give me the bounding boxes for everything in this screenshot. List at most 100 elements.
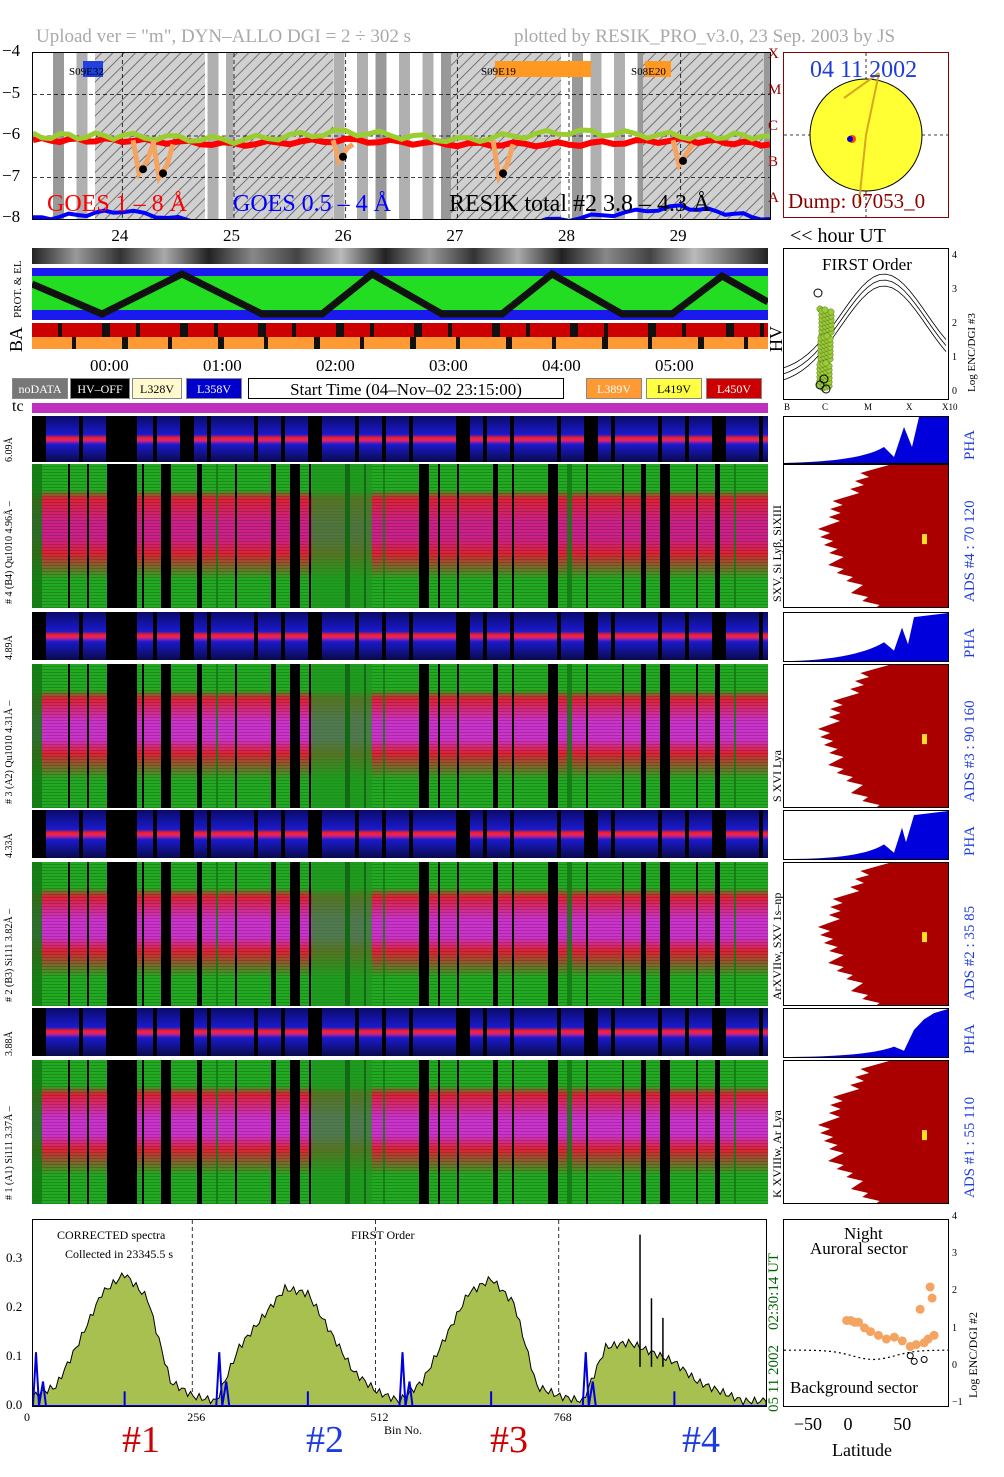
tc-strip xyxy=(32,403,768,413)
first-order-ytick: 4 xyxy=(952,250,957,261)
latitude-ytick: −1 xyxy=(952,1397,963,1408)
spectrum-text1: CORRECTED spectra xyxy=(57,1228,166,1242)
orbit-time-tick: 02:00 xyxy=(316,356,355,375)
channel-label-1: #1 xyxy=(122,1419,160,1461)
latitude-point xyxy=(854,1317,864,1327)
ba-strip-orange xyxy=(32,337,768,349)
region-label: S08E20 xyxy=(631,66,666,78)
orbit-time-tick: 05:00 xyxy=(655,356,694,375)
hour-ut-label: << hour UT xyxy=(790,225,886,247)
pha-label: PHA xyxy=(962,825,978,856)
latitude-xtick: 0 xyxy=(843,1414,853,1434)
region-label: S09E19 xyxy=(481,66,516,78)
orbit-time-tick: 00:00 xyxy=(90,356,129,375)
spectrum-time: 02:30:14 UT xyxy=(766,1252,782,1330)
first-order-ytick: 0 xyxy=(952,386,957,397)
channel-spectrogram xyxy=(32,664,768,808)
spectrum-xtick: 256 xyxy=(187,1410,206,1424)
sun-date: 04 11 2002 xyxy=(810,57,918,83)
ba-label: BA xyxy=(6,326,26,352)
first-order-ytick: 2 xyxy=(952,318,957,329)
latitude-xlabel: Latitude xyxy=(832,1440,892,1460)
night-label: Night xyxy=(844,1224,883,1243)
latitude-panel: Night Auroral sector Background sector xyxy=(783,1219,949,1407)
channel-line-label: K XVIIIw, Ar Lya xyxy=(770,1110,784,1198)
lightcurve-xtick: 25 xyxy=(223,226,240,245)
channel-pha-wavelength: 6.09Å xyxy=(4,437,15,462)
lightcurve-xtick: 26 xyxy=(334,226,352,245)
channel-histogram xyxy=(783,862,949,1007)
channel-pha-wavelength: 4.33Å xyxy=(4,833,15,858)
orbit-track xyxy=(32,268,768,320)
dump-label: Dump: 07053_0 xyxy=(788,189,926,213)
class-label: A xyxy=(768,190,779,206)
legend-nodata: noDATA xyxy=(12,378,68,399)
channel-pha-wavelength: 4.89Å xyxy=(4,635,15,660)
lightcurve-ytick: −7 xyxy=(2,165,21,185)
header-left: Upload ver = "m", DYN–ALLO DGI = 2 ÷ 302… xyxy=(36,26,412,47)
latitude-ytick: 3 xyxy=(952,1248,957,1260)
latitude-point xyxy=(915,1304,925,1314)
lightcurve-xtick: 29 xyxy=(669,226,687,245)
latitude-point xyxy=(911,1340,921,1350)
tc-label: tc xyxy=(12,398,24,415)
lightcurve-series-2 xyxy=(31,127,771,147)
lightcurve-panel: S09E32 S09E19 S08E20 GOES 1 – 8 Å GOES 0.5 –… xyxy=(31,52,775,231)
ads-label: ADS #1 : 55 110 xyxy=(962,1096,978,1198)
channel-pha-wavelength: 3.88Å xyxy=(4,1031,15,1056)
legend-l358: L358V xyxy=(186,378,242,399)
latitude-ytick: 2 xyxy=(952,1285,957,1297)
background-label: Background sector xyxy=(790,1378,918,1397)
legend-l450: L450V xyxy=(706,378,762,399)
legend-l389: L389V xyxy=(586,378,642,399)
header-right: plotted by RESIK_PRO_v3.0, 23 Sep. 2003 … xyxy=(514,26,896,47)
lightcurve-xtick: 24 xyxy=(111,226,129,245)
spectrum-xtick: 768 xyxy=(553,1410,572,1424)
latitude-ytick: 0 xyxy=(952,1359,957,1371)
channel-label-2: #2 xyxy=(306,1419,344,1461)
hv-label: HV xyxy=(766,326,786,352)
lightcurve-xtick: 28 xyxy=(558,226,575,245)
spectrum-order-label: FIRST Order xyxy=(351,1228,415,1242)
spectrum-ytick: 0.0 xyxy=(6,1397,23,1412)
channel-main-label: # 1 (A1) Si111 3.37Å – xyxy=(4,1106,15,1200)
legend-start-time: Start Time (04–Nov–02 23:15:00) xyxy=(248,378,564,399)
pha-label: PHA xyxy=(962,627,978,658)
first-order-xtick: C xyxy=(822,402,829,412)
sun-disk-plot xyxy=(784,53,948,217)
legend-resik: RESIK total #2 3.8 – 4.3 Å xyxy=(449,191,711,217)
latitude-plot xyxy=(784,1282,948,1365)
latitude-point xyxy=(889,1332,899,1342)
class-label: C xyxy=(768,118,779,134)
pha-histogram xyxy=(783,612,949,662)
class-label: B xyxy=(768,154,779,170)
legend-hvoff: HV–OFF xyxy=(70,378,130,399)
spectrum-ytick: 0.1 xyxy=(6,1348,23,1364)
latitude-point xyxy=(925,1282,935,1292)
latitude-point xyxy=(865,1327,875,1337)
first-order-ytick: 3 xyxy=(952,284,957,295)
channel-histogram xyxy=(783,1060,949,1205)
latitude-point xyxy=(927,1293,937,1303)
channel-line-label: SXV, Si Lyβ, SiXIII xyxy=(770,505,784,602)
lightcurve-ytick: −5 xyxy=(2,82,21,102)
sun-panel: 04 11 2002 Dump: 07053_0 xyxy=(783,52,949,218)
first-order-panel: FIRST Order xyxy=(783,248,949,400)
channel-spectrogram xyxy=(32,464,768,608)
spectrum-xlabel: Bin No. xyxy=(384,1423,423,1437)
latitude-point xyxy=(881,1334,891,1344)
channel-line-label: ArXVIIw, SXV 1s–np xyxy=(770,892,784,1000)
prot-el-label: PROT. & EL xyxy=(12,260,24,318)
ads-label: ADS #4 : 70 120 xyxy=(962,500,978,602)
orbit-time-tick: 03:00 xyxy=(429,356,468,375)
channel-histogram xyxy=(783,664,949,809)
lightcurve-ytick: −6 xyxy=(2,124,21,143)
pha-strip xyxy=(32,1008,768,1056)
spectrum-xtick: 0 xyxy=(24,1410,30,1424)
orbit-time-tick: 04:00 xyxy=(542,356,581,375)
orbit-time-tick: 01:00 xyxy=(203,356,242,375)
channel-main-label: # 2 (B3) Si111 3.82Å – xyxy=(4,908,15,1002)
legend-goes-short: GOES 0.5 – 4 Å xyxy=(233,191,392,217)
legend-goes-long: GOES 1 – 8 Å xyxy=(47,191,188,217)
pha-histogram xyxy=(783,810,949,860)
